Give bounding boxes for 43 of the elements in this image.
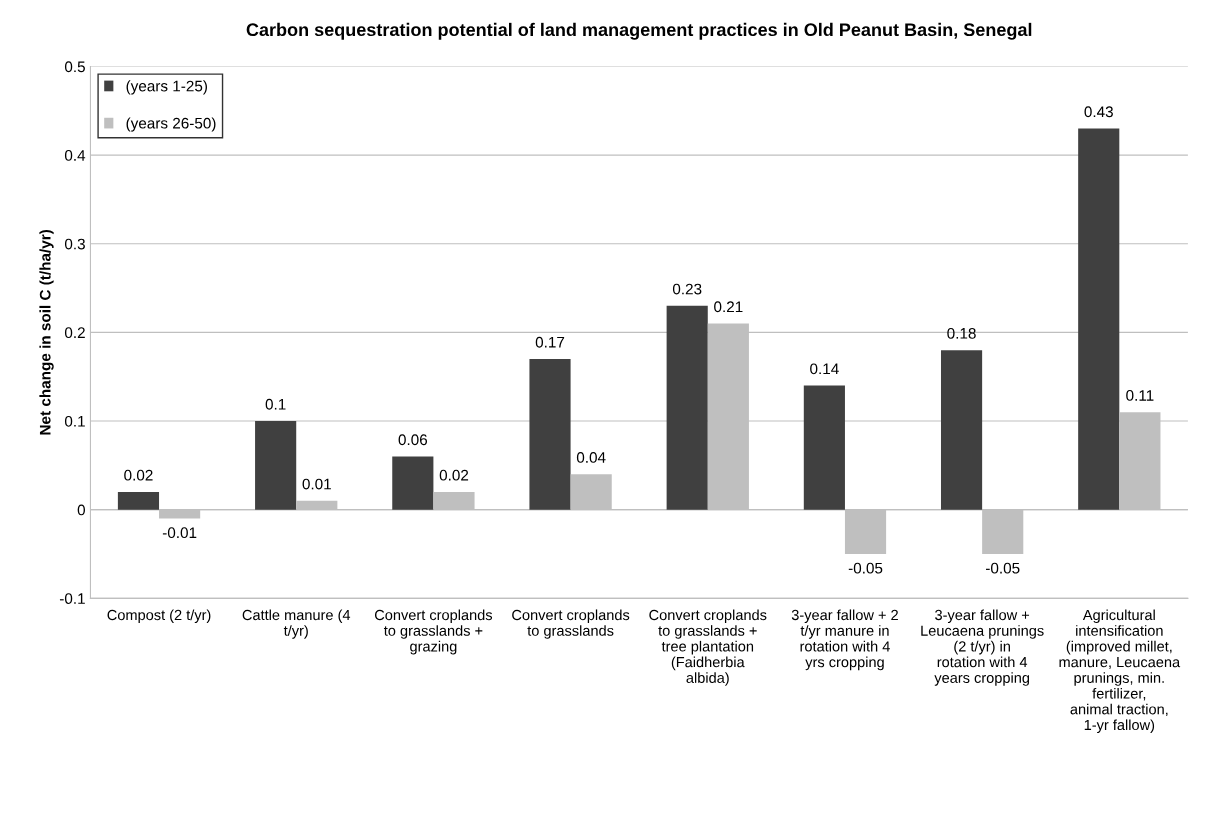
data-label: 0.02 — [439, 469, 469, 481]
data-label: -0.01 — [162, 527, 197, 539]
y-tick-label: 0.2 — [64, 327, 85, 339]
data-label: 0.21 — [714, 301, 743, 313]
bar — [255, 421, 297, 510]
bar — [1078, 128, 1120, 510]
y-axis-title: Net change in soil C (t/ha/yr) — [39, 230, 54, 435]
bar — [529, 358, 571, 510]
x-tick-label: Cattle manure (4 t/yr) — [242, 609, 351, 639]
legend-label: (years 26-50) — [126, 117, 216, 132]
y-tick-label: -0.1 — [59, 593, 85, 605]
bar — [117, 491, 160, 510]
y-tick-label: 0 — [77, 504, 85, 516]
y-tick-label: 0.5 — [64, 61, 85, 73]
data-label: 0.04 — [576, 452, 606, 463]
chart-title: Carbon sequestration potential of land management practices in Old Peanut Basin, Senegal — [246, 22, 1032, 40]
x-tick-label: Compost (2 t/yr) — [107, 609, 211, 624]
data-label: 0.14 — [810, 363, 839, 375]
bar — [803, 385, 845, 510]
data-label: 0.02 — [124, 469, 153, 481]
data-label: 0.06 — [398, 434, 428, 446]
bar — [666, 305, 708, 510]
data-label: 0.01 — [302, 478, 331, 490]
legend-label: (years 1-25) — [126, 80, 207, 95]
x-tick-label: Convert croplands to grasslands + tree plantation (Faidherbia albida) — [649, 609, 767, 686]
bar — [940, 350, 983, 510]
x-tick-label: Agricultural intensification (improved millet, manure, Leucaena prunings, min. fertilizer, animal traction, 1-yr fallow) — [1059, 609, 1181, 733]
data-label: 0.43 — [1084, 106, 1113, 118]
data-label: 0.17 — [535, 336, 565, 348]
y-tick-label: 0.1 — [64, 415, 85, 427]
x-tick-label: Convert croplands to grasslands + grazing — [374, 609, 493, 655]
x-tick-label: Convert croplands to grasslands — [512, 609, 630, 639]
data-label: -0.05 — [985, 562, 1020, 574]
y-tick-label: 0.4 — [64, 149, 86, 161]
data-label: 0.18 — [947, 327, 976, 339]
bar — [392, 456, 434, 510]
y-tick-label: 0.3 — [64, 238, 85, 250]
data-label: 0.1 — [265, 398, 286, 410]
data-label: -0.05 — [848, 562, 883, 574]
data-label: 0.11 — [1126, 390, 1154, 401]
x-tick-label: 3-year fallow + Leucaena prunings (2 t/yr) in rotation with 4 years cropping — [921, 609, 1044, 686]
x-tick-label: 3-year fallow + 2 t/yr manure in rotation with 4 yrs cropping — [791, 609, 898, 671]
data-label: 0.23 — [672, 283, 702, 295]
